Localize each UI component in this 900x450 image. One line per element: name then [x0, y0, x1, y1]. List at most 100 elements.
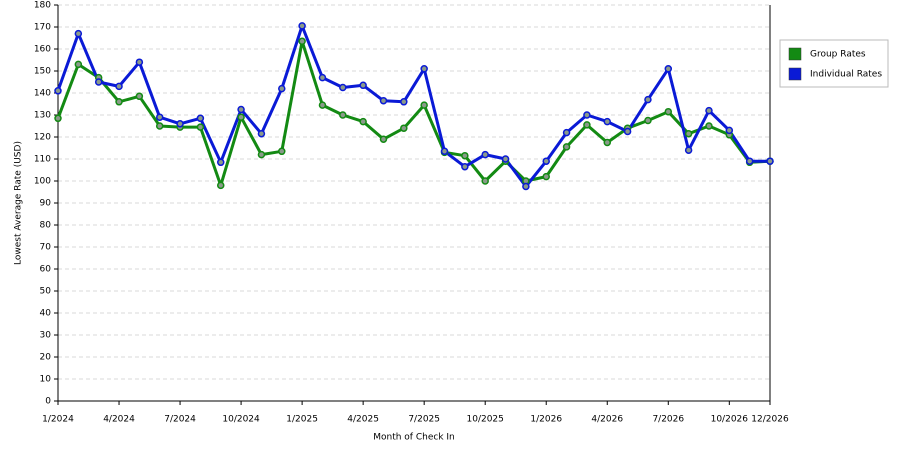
point — [74, 60, 83, 69]
y-tick-label: 110 — [34, 155, 51, 165]
point — [359, 81, 367, 90]
point — [501, 155, 510, 163]
point — [522, 182, 530, 191]
point — [745, 157, 754, 165]
y-tick-label: 40 — [40, 309, 52, 319]
y-tick-label: 0 — [45, 397, 51, 407]
point — [94, 78, 103, 86]
y-tick-label: 140 — [34, 89, 51, 99]
x-tick-label: 4/2026 — [591, 415, 623, 425]
point — [583, 111, 591, 119]
legend-swatch — [788, 47, 802, 61]
y-tick-label: 180 — [34, 1, 51, 11]
point — [278, 147, 286, 156]
point — [420, 101, 428, 109]
point — [583, 121, 591, 129]
point — [562, 143, 571, 151]
point — [644, 95, 652, 104]
y-tick-label: 100 — [34, 177, 51, 187]
point — [216, 181, 225, 190]
point — [339, 111, 347, 119]
point — [400, 124, 408, 132]
y-tick-label: 20 — [40, 353, 52, 363]
x-tick-label: 10/2024 — [222, 415, 260, 425]
x-tick-label: 7/2024 — [164, 415, 196, 425]
point — [481, 177, 489, 185]
point — [644, 116, 652, 125]
y-tick-label: 80 — [40, 221, 52, 231]
legend-swatch — [788, 67, 802, 81]
point — [115, 98, 123, 106]
legend-label: Individual Rates — [810, 70, 882, 80]
point — [562, 128, 571, 137]
series-line — [56, 24, 770, 188]
y-tick-label: 60 — [40, 265, 52, 275]
point — [298, 22, 306, 30]
legend-label: Group Rates — [810, 50, 866, 60]
point — [237, 113, 245, 121]
point — [766, 157, 774, 165]
point — [135, 92, 144, 101]
point — [664, 107, 673, 116]
point — [54, 87, 62, 95]
point — [318, 73, 327, 82]
point — [400, 98, 408, 106]
point — [705, 106, 713, 115]
point — [461, 162, 469, 171]
point — [420, 65, 428, 73]
y-tick-label: 10 — [40, 375, 52, 385]
y-tick-label: 50 — [40, 287, 52, 297]
y-tick-label: 70 — [40, 243, 52, 253]
point — [74, 29, 83, 38]
x-tick-label: 1/2024 — [42, 415, 74, 425]
point — [135, 58, 144, 66]
point — [542, 157, 550, 165]
y-tick-label: 30 — [40, 331, 52, 341]
x-tick-label: 4/2025 — [347, 415, 379, 425]
y-tick-label: 90 — [40, 199, 52, 209]
point — [216, 158, 225, 167]
point — [257, 129, 266, 138]
point — [542, 172, 550, 181]
point — [339, 83, 347, 92]
x-tick-label: 1/2025 — [286, 415, 318, 425]
point — [54, 114, 62, 123]
point — [705, 122, 713, 130]
point — [461, 151, 469, 160]
x-tick-label: 12/2026 — [751, 415, 789, 425]
point — [603, 117, 612, 126]
x-tick-label: 7/2025 — [408, 415, 440, 425]
point — [318, 101, 327, 109]
point — [298, 37, 306, 46]
point — [115, 82, 123, 91]
point — [196, 123, 205, 131]
point — [257, 150, 266, 159]
point — [278, 84, 286, 93]
point — [725, 126, 734, 135]
x-axis-label: Month of Check In — [373, 433, 455, 443]
x-tick-label: 1/2026 — [530, 415, 562, 425]
y-tick-label: 160 — [34, 45, 51, 55]
point — [603, 138, 612, 147]
point — [481, 150, 489, 159]
y-tick-label: 150 — [34, 67, 51, 77]
point — [379, 96, 388, 105]
point — [684, 129, 693, 138]
y-axis-label: Lowest Average Rate (USD) — [14, 141, 24, 265]
point — [155, 113, 164, 121]
point — [379, 135, 388, 143]
point — [237, 105, 245, 114]
y-tick-label: 170 — [34, 23, 51, 33]
point — [664, 65, 673, 73]
x-tick-label: 4/2024 — [103, 415, 135, 425]
point — [155, 122, 164, 130]
x-tick-label: 10/2025 — [467, 415, 504, 425]
point — [440, 147, 449, 156]
series-line — [56, 39, 771, 187]
y-tick-label: 130 — [34, 111, 51, 121]
y-tick-label: 120 — [34, 133, 51, 143]
point — [623, 127, 632, 136]
point — [359, 117, 367, 126]
point — [196, 114, 205, 123]
